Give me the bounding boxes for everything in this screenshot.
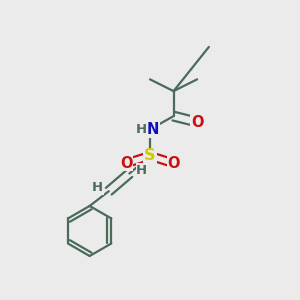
- Text: O: O: [167, 156, 180, 171]
- Text: S: S: [144, 148, 156, 164]
- Text: O: O: [120, 156, 133, 171]
- Text: N: N: [147, 122, 159, 137]
- Text: H: H: [136, 164, 147, 176]
- Text: O: O: [191, 115, 203, 130]
- Text: H: H: [136, 123, 147, 136]
- Text: H: H: [92, 181, 103, 194]
